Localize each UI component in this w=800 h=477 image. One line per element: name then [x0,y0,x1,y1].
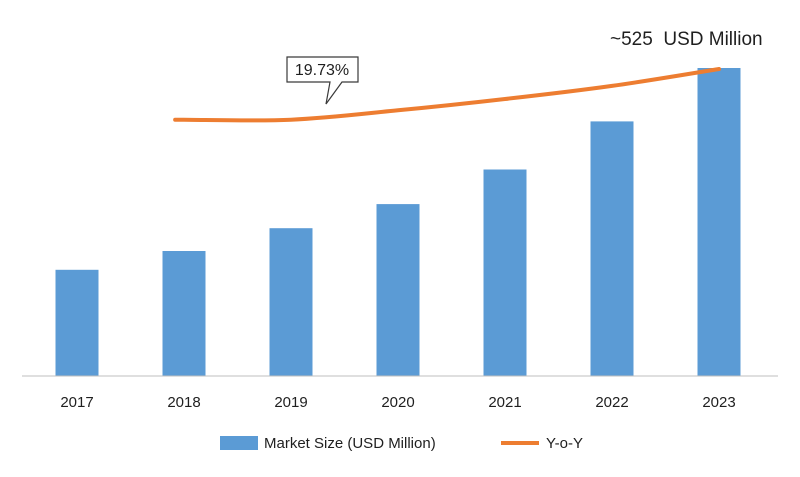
bar-2021 [483,169,527,376]
legend: Market Size (USD Million) Y-o-Y [220,435,583,452]
yoy-callout: 19.73% [286,56,359,105]
bar-2019 [269,228,313,376]
x-tick-2020: 2020 [381,394,414,411]
x-tick-2017: 2017 [60,394,93,411]
legend-label-market-size: Market Size (USD Million) [264,435,436,452]
x-tick-2018: 2018 [167,394,200,411]
legend-swatch-market-size [220,436,258,450]
bar-2020 [376,204,420,376]
bar-2022 [590,121,634,377]
x-tick-2023: 2023 [702,394,735,411]
bar-2017 [55,269,99,376]
callout-box [286,56,359,105]
bar-2018 [162,251,206,376]
legend-label-yoy: Y-o-Y [546,435,583,452]
final-value-annotation: ~525 USD Million [610,29,763,50]
bar-2023 [697,68,741,376]
x-tick-2022: 2022 [595,394,628,411]
x-tick-labels: 2017 2018 2019 2020 2021 2022 2023 [60,394,735,411]
bars-layer [55,68,741,377]
x-tick-2019: 2019 [274,394,307,411]
callout-label: 19.73% [295,62,349,79]
yoy-line [173,67,721,123]
x-tick-2021: 2021 [488,394,521,411]
